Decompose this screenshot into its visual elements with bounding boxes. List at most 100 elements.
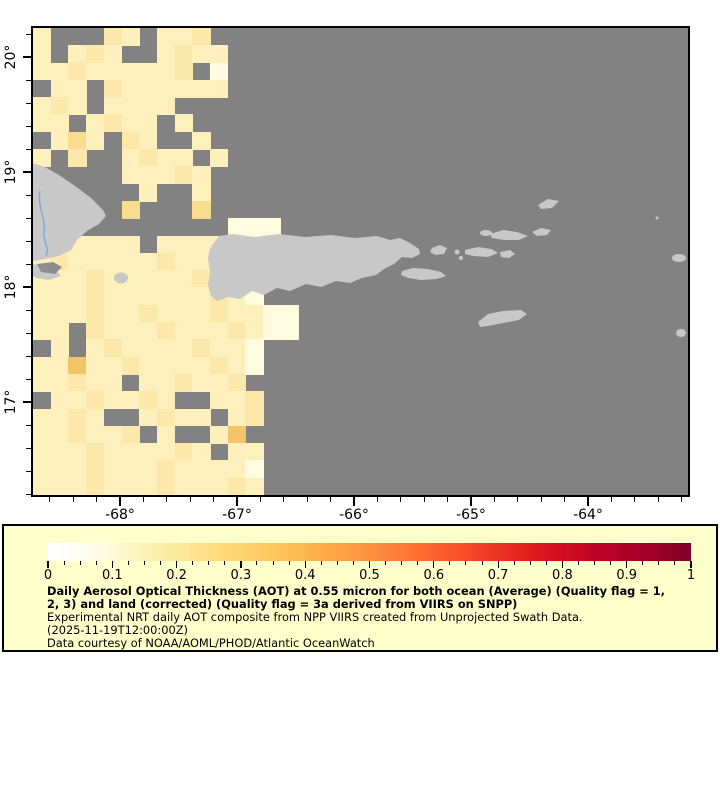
caption-timestamp: (2025-11-19T12:00:00Z) <box>47 622 189 637</box>
aot-cell <box>156 28 176 46</box>
aot-cell <box>139 322 158 340</box>
aot-cell <box>192 477 211 495</box>
aot-cell <box>68 356 87 375</box>
aot-cell <box>192 235 211 254</box>
aot-cell <box>210 304 229 323</box>
aot-cell <box>86 373 105 392</box>
aot-cell <box>139 183 158 202</box>
aot-cell <box>192 322 211 340</box>
islet-mona <box>114 272 128 284</box>
aot-cell <box>192 304 211 323</box>
colorbar-minor-tick <box>610 561 612 565</box>
x-axis-tick-label: -67° <box>222 507 252 523</box>
x-axis-tick-label: -64° <box>573 507 603 523</box>
aot-cell <box>174 62 193 81</box>
aot-cell <box>121 97 140 116</box>
aot-cell <box>156 373 176 392</box>
aot-cell <box>121 149 140 167</box>
colorbar-tick-label: 0.4 <box>294 568 316 583</box>
aot-cell <box>86 339 105 358</box>
aot-cell <box>263 304 282 323</box>
aot-cell <box>103 79 122 98</box>
y-axis-minor-tick <box>26 33 31 35</box>
aot-cell <box>156 79 176 98</box>
aot-cell <box>50 62 69 81</box>
aot-cell <box>33 443 52 461</box>
aot-cell <box>156 477 176 495</box>
aot-cell <box>103 339 122 358</box>
aot-cell <box>86 391 105 410</box>
aot-cell <box>174 322 193 340</box>
aot-cell <box>68 304 87 323</box>
aot-cell <box>139 79 158 98</box>
y-axis-minor-tick <box>26 240 31 242</box>
aot-cell <box>50 322 69 340</box>
y-axis-minor-tick <box>26 447 31 449</box>
aot-cell <box>227 322 246 340</box>
aot-cell <box>192 287 211 306</box>
x-axis-minor-tick <box>96 497 98 502</box>
x-axis-minor-tick <box>493 497 495 502</box>
aot-cell <box>86 408 105 427</box>
colorbar-major-tick <box>626 561 628 568</box>
colorbar-minor-tick <box>224 561 226 565</box>
aot-cell <box>86 477 105 495</box>
aot-cell <box>68 373 87 392</box>
colorbar-minor-tick <box>288 561 290 565</box>
colorbar-tick-label: 0.8 <box>552 568 573 583</box>
aot-cell <box>156 408 176 427</box>
aot-cell <box>210 477 229 495</box>
aot-cell <box>174 235 193 254</box>
colorbar-tick-label: 0.7 <box>487 568 509 583</box>
land-overlay <box>33 163 686 337</box>
aot-cell <box>192 252 211 271</box>
aot-cell <box>33 62 52 81</box>
aot-cell <box>68 149 87 167</box>
aot-cell <box>68 97 87 116</box>
y-axis-minor-tick <box>26 79 31 81</box>
x-axis-minor-tick <box>634 497 636 502</box>
aot-cell <box>227 477 246 495</box>
colorbar-minor-tick <box>336 561 338 565</box>
colorbar-tick-label: 0 <box>43 568 53 583</box>
aot-cell <box>139 391 158 410</box>
river-line <box>38 190 48 257</box>
aot-cell <box>50 339 69 358</box>
colorbar-minor-tick <box>320 561 322 565</box>
aot-cell <box>156 304 176 323</box>
aot-cell <box>86 356 105 375</box>
aot-cell <box>121 114 140 133</box>
x-axis-major-tick <box>236 497 238 506</box>
colorbar-tick-label: 0.6 <box>423 568 445 583</box>
aot-cell <box>227 218 246 237</box>
aot-cell <box>139 477 158 495</box>
aot-cell <box>103 356 122 375</box>
aot-cell <box>121 131 140 150</box>
x-axis-minor-tick <box>517 497 519 502</box>
islet-anguilla-st-martin <box>672 254 686 262</box>
aot-cell <box>86 114 105 133</box>
islet-sombrero <box>655 216 659 220</box>
aot-cell <box>227 356 246 375</box>
y-axis-major-tick <box>23 56 31 58</box>
y-axis-minor-tick <box>26 194 31 196</box>
colorbar-minor-tick <box>256 561 258 565</box>
aot-cell <box>192 443 211 461</box>
aot-cell <box>210 45 229 64</box>
y-axis-tick-label: 17° <box>3 389 19 415</box>
aot-cell <box>192 460 211 479</box>
aot-cell <box>103 477 122 495</box>
aot-cell <box>192 339 211 358</box>
y-axis-minor-tick <box>26 424 31 426</box>
aot-cell <box>139 304 158 323</box>
islet-saba <box>676 329 686 337</box>
caption-courtesy: Data courtesy of NOAA/AOML/PHOD/Atlantic… <box>47 635 375 650</box>
aot-cell <box>174 270 193 289</box>
aot-cell <box>139 356 158 375</box>
x-axis-minor-tick <box>306 497 308 502</box>
y-axis-major-tick <box>23 286 31 288</box>
aot-cell <box>121 28 140 46</box>
colorbar-major-tick <box>433 561 435 568</box>
aot-cell <box>139 460 158 479</box>
colorbar-tick-label: 1 <box>686 568 696 583</box>
